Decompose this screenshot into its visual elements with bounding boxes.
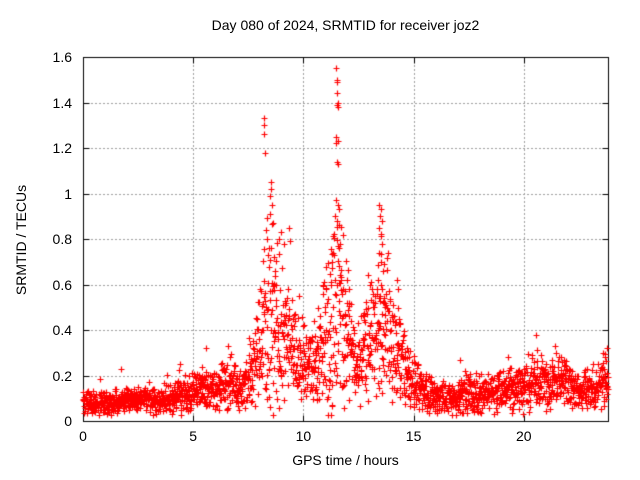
chart-title: Day 080 of 2024, SRMTID for receiver joz… bbox=[211, 17, 480, 33]
y-tick-label: 0.4 bbox=[52, 322, 72, 338]
y-tick-label: 0.2 bbox=[52, 367, 72, 384]
y-tick-label: 0.6 bbox=[52, 276, 72, 293]
x-tick-label: 15 bbox=[405, 428, 422, 444]
x-tick-label: 5 bbox=[189, 428, 198, 444]
y-tick-label: 1.4 bbox=[52, 94, 72, 111]
x-tick-label: 10 bbox=[295, 428, 312, 444]
y-tick-label: 0 bbox=[64, 413, 72, 429]
y-tick-label: 1.6 bbox=[52, 49, 72, 65]
x-tick-label: 0 bbox=[79, 428, 87, 444]
x-axis-label: GPS time / hours bbox=[292, 452, 399, 468]
y-tick-label: 1 bbox=[64, 185, 72, 202]
y-tick-label: 1.2 bbox=[52, 140, 72, 156]
y-tick-label: 0.8 bbox=[52, 231, 72, 247]
x-tick-label: 20 bbox=[516, 428, 532, 444]
